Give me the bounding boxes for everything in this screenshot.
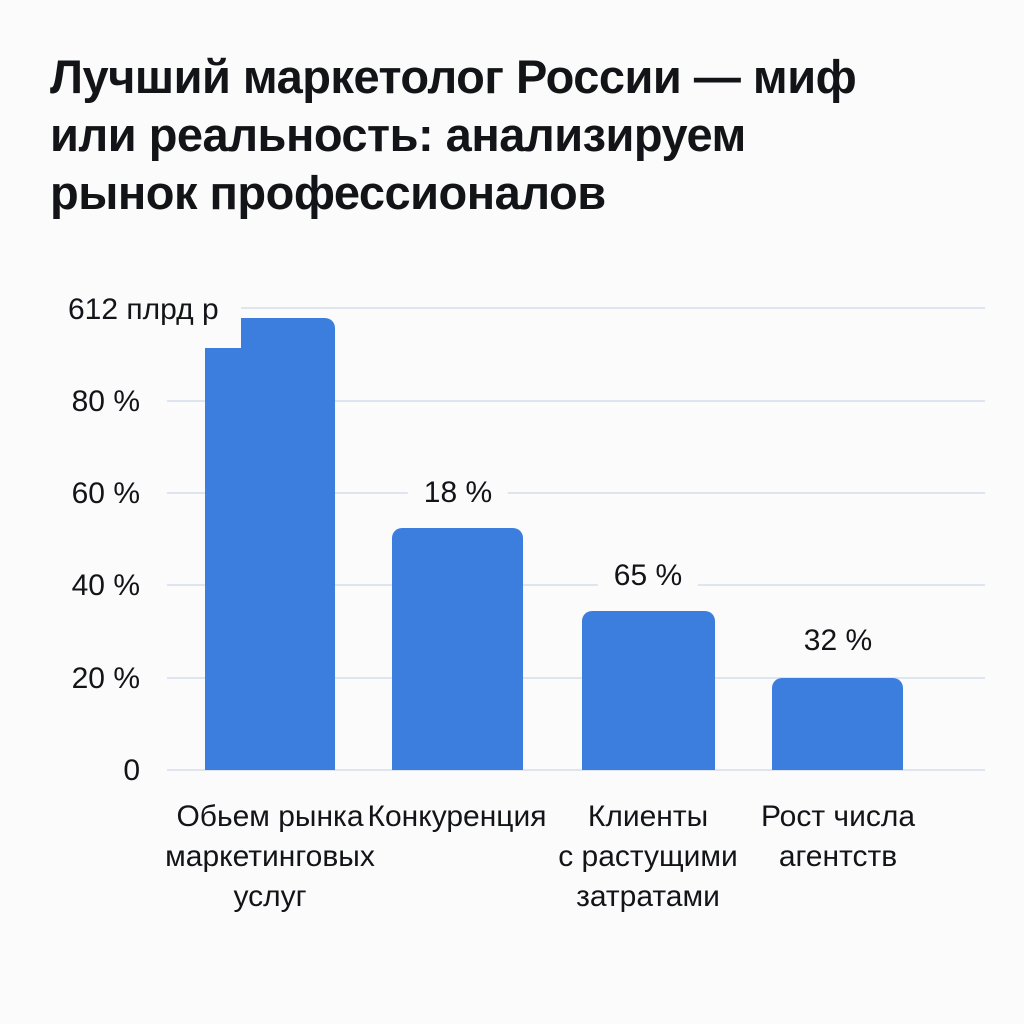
y-axis-tick-label: 20 %: [71, 662, 140, 695]
gridline-40: [167, 584, 985, 586]
gridline-top: [167, 307, 985, 309]
y-axis-tick-label: 80 %: [71, 385, 140, 418]
x-axis-category-label: Рост числа агентств: [760, 800, 916, 873]
chart-bar-agency-growth: [772, 678, 903, 770]
gridline-0: [167, 769, 985, 771]
x-axis-category-label: Конкуренция: [367, 800, 547, 833]
gridline-80: [167, 400, 985, 402]
chart-bar-market-volume: [205, 318, 335, 770]
gridline-20: [167, 677, 985, 679]
gridline-60: [167, 492, 985, 494]
x-axis-category-label: Клиенты с растущими затратами: [558, 800, 738, 913]
chart-bar-clients-costs: [582, 611, 715, 770]
x-axis-category-label: Обьем рынка маркетинговых услуг: [165, 800, 375, 913]
bar-value-label: 65 %: [597, 554, 699, 598]
y-axis-top-label: 612 плрд р: [56, 288, 241, 348]
y-axis-tick-label: 60 %: [71, 477, 140, 510]
y-axis-tick-label: 0: [123, 754, 140, 787]
chart-bar-competition: [392, 528, 523, 770]
bar-value-label: 32 %: [787, 619, 889, 663]
page-title: Лучший маркетолог России — миф или реаль…: [50, 50, 857, 219]
bar-value-label: 18 %: [407, 471, 509, 515]
y-axis-tick-label: 40 %: [71, 569, 140, 602]
